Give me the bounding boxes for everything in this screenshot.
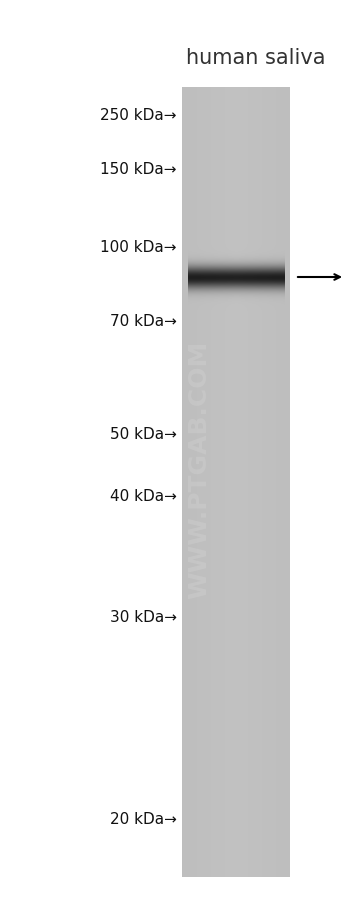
Text: 20 kDa→: 20 kDa→ (110, 812, 177, 826)
Text: WWW.PTGAB.COM: WWW.PTGAB.COM (188, 340, 211, 598)
Text: 70 kDa→: 70 kDa→ (110, 314, 177, 329)
Text: 150 kDa→: 150 kDa→ (100, 162, 177, 178)
Text: 100 kDa→: 100 kDa→ (100, 240, 177, 255)
Text: 50 kDa→: 50 kDa→ (110, 427, 177, 442)
Text: 250 kDa→: 250 kDa→ (100, 107, 177, 123)
Text: 40 kDa→: 40 kDa→ (110, 489, 177, 504)
Text: human saliva: human saliva (186, 48, 325, 68)
Text: 30 kDa→: 30 kDa→ (110, 610, 177, 625)
